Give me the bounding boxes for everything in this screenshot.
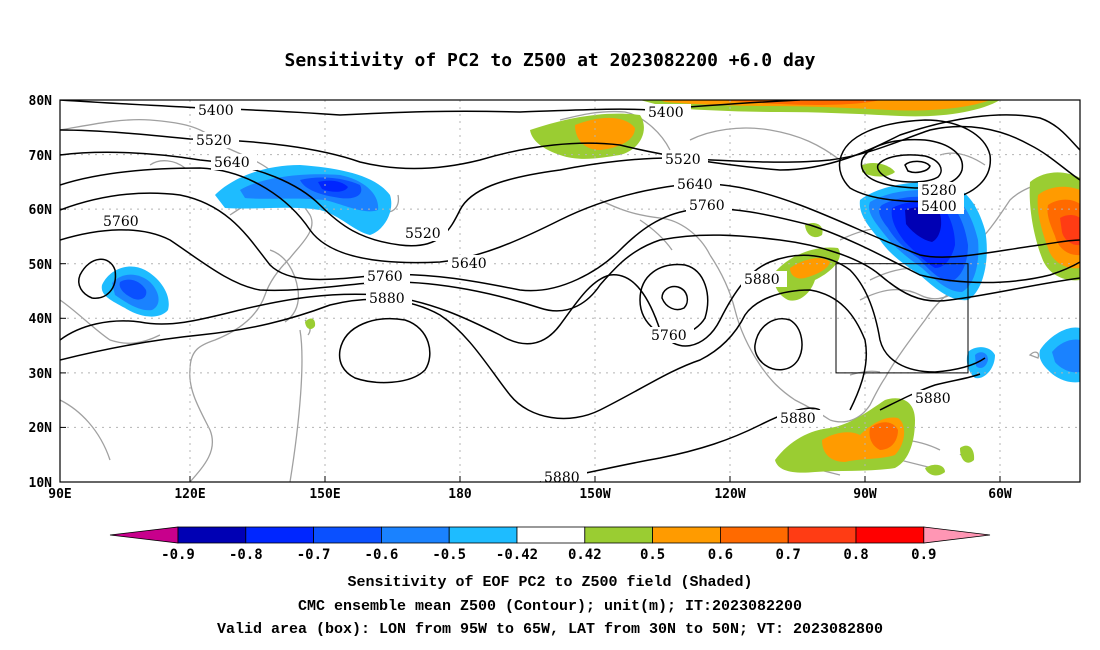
lon-label: 120W — [714, 487, 745, 502]
lon-label: 180 — [448, 487, 472, 502]
axis-ticks — [60, 99, 1001, 482]
colorbar-swatch — [380, 526, 450, 544]
lon-label: 150W — [579, 487, 610, 502]
colorbar-label: -0.5 — [432, 547, 466, 563]
page-title: Sensitivity of PC2 to Z500 at 2023082200… — [284, 50, 816, 71]
contour-label: 5880 — [369, 291, 405, 307]
colorbar-swatch — [787, 526, 857, 544]
colorbar-label: -0.42 — [496, 547, 538, 563]
colorbar-label: 0.7 — [776, 547, 801, 563]
colorbar-label: -0.6 — [365, 547, 399, 563]
colorbar-swatch — [177, 526, 247, 544]
lat-label: 40N — [29, 312, 53, 327]
colorbar-label: 0.9 — [911, 547, 936, 563]
colorbar-label: 0.6 — [708, 547, 733, 563]
colorbar-swatch — [516, 526, 586, 544]
colorbar-label: 0.8 — [843, 547, 868, 563]
contour-label: 5520 — [405, 226, 441, 242]
caption-line-1: Sensitivity of EOF PC2 to Z500 field (Sh… — [347, 574, 753, 591]
lon-label: 60W — [988, 487, 1012, 502]
lon-label: 90E — [48, 487, 71, 502]
colorbar-label: 0.5 — [640, 547, 665, 563]
contour-label: 5640 — [214, 155, 250, 171]
lon-label: 90W — [853, 487, 877, 502]
contour-label: 5760 — [367, 269, 403, 285]
colorbar — [109, 526, 991, 544]
contour-label: 5640 — [677, 177, 713, 193]
caption-line-2: CMC ensemble mean Z500 (Contour); unit(m… — [297, 598, 803, 615]
contour-label: 5880 — [780, 411, 816, 427]
contour-label: 5400 — [921, 199, 957, 215]
contour-label: 5760 — [103, 214, 139, 230]
caption-line-3: Valid area (box): LON from 95W to 65W, L… — [216, 621, 884, 638]
colorbar-label: 0.42 — [568, 547, 602, 563]
contour-label: 5760 — [689, 198, 725, 214]
colorbar-label: -0.8 — [229, 547, 263, 563]
colorbar-swatch — [313, 526, 382, 544]
colorbar-label: -0.9 — [161, 547, 195, 563]
lat-label: 80N — [29, 94, 53, 109]
map-frame — [59, 99, 1081, 483]
contour-label: 5520 — [196, 133, 232, 149]
colorbar-swatch — [584, 526, 653, 544]
contour-label: 5880 — [915, 391, 951, 407]
colorbar-swatch — [652, 526, 721, 544]
lat-label: 50N — [29, 258, 53, 273]
lat-label: 10N — [29, 476, 53, 491]
lat-label: 60N — [29, 203, 53, 218]
contour-label: 5280 — [921, 183, 957, 199]
lon-label: 120E — [174, 487, 205, 502]
lat-label: 20N — [29, 421, 53, 436]
contour-label: 5760 — [651, 328, 687, 344]
lat-label: 70N — [29, 149, 53, 164]
contour-label: 5880 — [544, 470, 580, 486]
colorbar-swatch — [109, 526, 179, 544]
colorbar-swatch — [448, 526, 518, 544]
colorbar-labels: -0.9 -0.8 -0.7 -0.6 -0.5 -0.42 0.42 0.5 … — [161, 547, 936, 563]
colorbar-label: -0.7 — [297, 547, 331, 563]
colorbar-swatch — [923, 526, 991, 544]
lat-label: 30N — [29, 367, 53, 382]
longitude-labels: 90E 120E 150E 180 150W 120W 90W 60W — [48, 487, 1012, 502]
valid-area-box — [835, 263, 969, 374]
contour-label: 5880 — [744, 272, 780, 288]
lon-label: 150E — [309, 487, 340, 502]
contour-label: 5400 — [198, 103, 234, 119]
colorbar-swatch — [245, 526, 315, 544]
contour-label: 5640 — [451, 256, 487, 272]
colorbar-swatch — [720, 526, 789, 544]
colorbar-swatch — [855, 526, 925, 544]
contour-label: 5400 — [648, 105, 684, 121]
latitude-labels: 80N 70N 60N 50N 40N 30N 20N 10N — [29, 94, 53, 491]
contour-label: 5520 — [665, 152, 701, 168]
